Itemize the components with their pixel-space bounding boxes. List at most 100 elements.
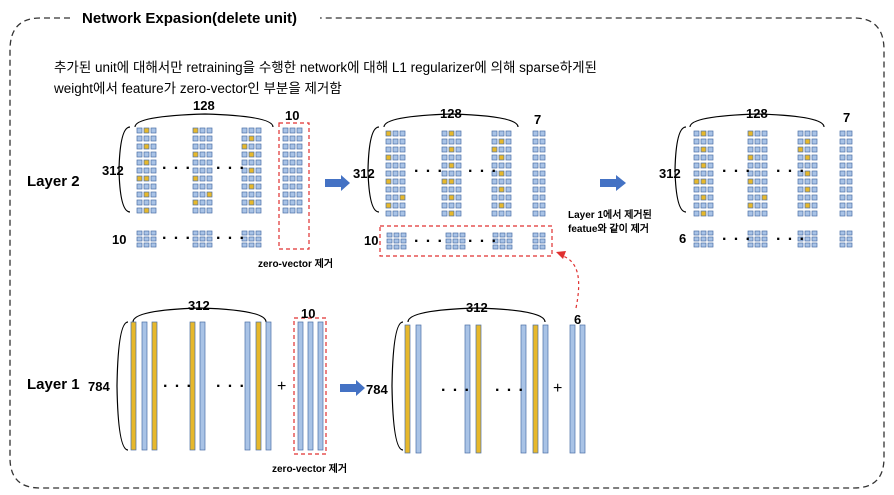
ellipsis: · · · (216, 160, 246, 177)
weight-cell (505, 162, 512, 169)
removed-bias-box (379, 225, 553, 257)
weight-cell (289, 175, 296, 182)
weight-cell (491, 194, 498, 201)
l1s2-rows: 784 (366, 382, 388, 397)
weight-cell (192, 143, 199, 150)
bias-cell (539, 244, 546, 250)
weight-cell (392, 130, 399, 137)
weight-cell (846, 202, 853, 209)
bias-cell (532, 244, 539, 250)
weight-cell (199, 183, 206, 190)
weight-cell (392, 186, 399, 193)
weight-cell (707, 202, 714, 209)
weight-cell (811, 178, 818, 185)
weight-cell (747, 210, 754, 217)
bias-cell (499, 232, 506, 238)
weight-cell (761, 146, 768, 153)
weight-cell (747, 138, 754, 145)
weight-cell (491, 178, 498, 185)
weight-cell (761, 162, 768, 169)
weight-cell (199, 175, 206, 182)
weight-cell (839, 138, 846, 145)
weight-cell (839, 146, 846, 153)
weight-cell (804, 162, 811, 169)
weight-cell (441, 170, 448, 177)
weight-cell (448, 170, 455, 177)
ellipsis: · · · (776, 231, 806, 248)
weight-cell (693, 210, 700, 217)
feature-bar (141, 321, 148, 451)
weight-cell (797, 186, 804, 193)
bias-cell (839, 230, 846, 236)
feature-bar (475, 324, 482, 454)
bias-cell (811, 242, 818, 248)
weight-cell (498, 162, 505, 169)
bias-cell (797, 230, 804, 236)
bias-cell (539, 232, 546, 238)
bias-cell (693, 242, 700, 248)
ellipsis: · · · (216, 230, 246, 247)
bias-cell (386, 244, 393, 250)
weight-cell (241, 199, 248, 206)
weight-cell (532, 210, 539, 217)
weight-cell (707, 138, 714, 145)
weight-cell (761, 202, 768, 209)
brace-l2s3-top (689, 113, 825, 128)
ellipsis: · · · (468, 233, 498, 250)
bias-cell (393, 244, 400, 250)
bias-cell (400, 238, 407, 244)
weight-cell (846, 210, 853, 217)
weight-cell (385, 194, 392, 201)
bias-cell (797, 242, 804, 248)
weight-cell (136, 183, 143, 190)
weight-cell (539, 162, 546, 169)
bias-cell (459, 238, 466, 244)
weight-cell (255, 143, 262, 150)
weight-cell (385, 178, 392, 185)
brace-l1s2-top (407, 307, 546, 323)
bias-cell (199, 236, 206, 242)
weight-cell (399, 146, 406, 153)
ellipsis: · · · (414, 233, 444, 250)
weight-cell (707, 162, 714, 169)
bias-cell (206, 236, 213, 242)
weight-cell (255, 183, 262, 190)
weight-cell (448, 186, 455, 193)
bias-cell (761, 236, 768, 242)
bias-cell (532, 238, 539, 244)
weight-cell (539, 210, 546, 217)
weight-cell (392, 154, 399, 161)
weight-cell (707, 210, 714, 217)
weight-cell (282, 175, 289, 182)
l2-zero-vector-note: zero-vector 제거 (258, 259, 334, 270)
weight-cell (143, 143, 150, 150)
weight-cell (707, 130, 714, 137)
bias-cell (754, 242, 761, 248)
weight-cell (248, 127, 255, 134)
bias-cell (811, 236, 818, 242)
layer1-label: Layer 1 (27, 376, 80, 393)
weight-cell (707, 154, 714, 161)
weight-cell (385, 162, 392, 169)
weight-cell (754, 154, 761, 161)
weight-cell (505, 178, 512, 185)
bias-cell (459, 244, 466, 250)
weight-cell (532, 170, 539, 177)
weight-cell (296, 135, 303, 142)
weight-cell (498, 146, 505, 153)
weight-cell (754, 194, 761, 201)
bias-cell (846, 230, 853, 236)
weight-cell (761, 186, 768, 193)
weight-cell (498, 202, 505, 209)
weight-cell (296, 143, 303, 150)
weight-cell (282, 151, 289, 158)
weight-cell (441, 178, 448, 185)
weight-cell (199, 191, 206, 198)
bias-cell (136, 230, 143, 236)
ellipsis: · · · (776, 163, 806, 180)
ellipsis: · · · (162, 230, 192, 247)
weight-cell (206, 151, 213, 158)
weight-cell (491, 202, 498, 209)
weight-cell (296, 191, 303, 198)
brace-l1s1-side (116, 321, 129, 451)
